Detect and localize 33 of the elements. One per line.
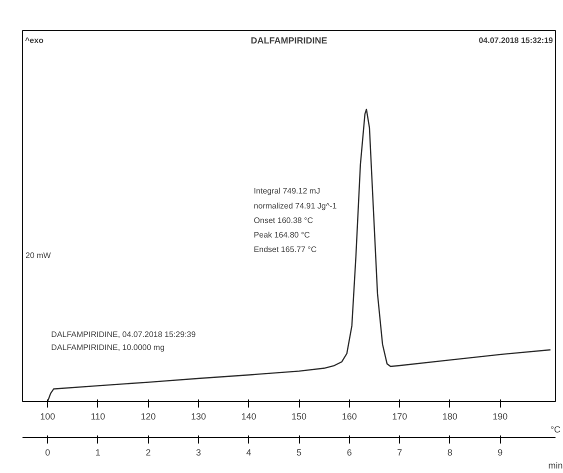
x2-tick-label: 4 bbox=[246, 448, 252, 458]
text: 04.07.2018 15:32:19 bbox=[478, 36, 554, 46]
x-tick-label: 190 bbox=[492, 412, 508, 422]
x-tick-label: 170 bbox=[392, 412, 408, 422]
annotation: Integral 749.12 mJ bbox=[254, 186, 320, 196]
x2-tick-label: 6 bbox=[346, 448, 352, 458]
x2-tick-label: 2 bbox=[146, 448, 151, 458]
x-tick-label: 120 bbox=[140, 412, 156, 422]
text: ^exo bbox=[25, 36, 44, 46]
x-tick-label: 130 bbox=[190, 412, 206, 422]
x2-axis-title: min bbox=[548, 460, 563, 470]
annotation: DALFAMPIRIDINE, 10.0000 mg bbox=[51, 342, 165, 352]
x-tick-label: 140 bbox=[241, 412, 256, 422]
x-tick-label: 180 bbox=[442, 412, 458, 422]
x-tick-label: 110 bbox=[90, 412, 106, 422]
annotation: Endset 165.77 °C bbox=[254, 245, 317, 254]
x2-tick-label: 8 bbox=[447, 448, 452, 458]
x-tick-label: 100 bbox=[40, 412, 56, 422]
x2-tick-label: 7 bbox=[397, 448, 402, 458]
annotation: Onset 160.38 °C bbox=[254, 216, 314, 225]
annotation: Peak 164.80 °C bbox=[254, 230, 310, 240]
y-axis-title: 20 mW bbox=[26, 250, 52, 260]
annotation: normalized 74.91 Jg^-1 bbox=[254, 201, 338, 210]
x2-tick-label: 5 bbox=[296, 448, 302, 458]
x2-tick-label: 1 bbox=[95, 448, 100, 458]
annotation: DALFAMPIRIDINE, 04.07.2018 15:29:39 bbox=[51, 330, 196, 339]
chart-title: DALFAMPIRIDINE bbox=[250, 36, 328, 46]
x-tick-label: 150 bbox=[292, 412, 307, 422]
x2-tick-label: 3 bbox=[196, 448, 202, 458]
x-axis-title: °C bbox=[550, 424, 562, 434]
x2-tick-label: 9 bbox=[498, 448, 503, 458]
x-tick-label: 160 bbox=[342, 412, 357, 422]
x2-tick-label: 0 bbox=[45, 448, 50, 458]
